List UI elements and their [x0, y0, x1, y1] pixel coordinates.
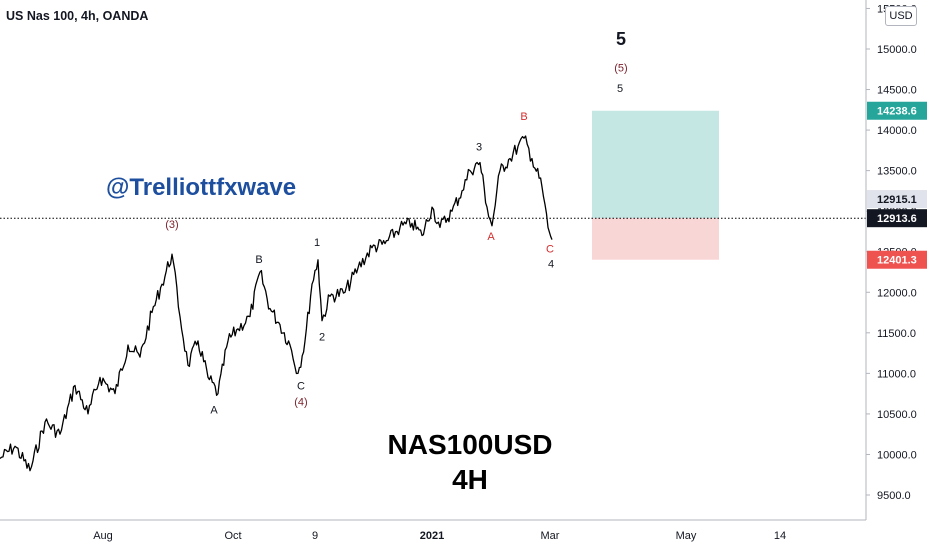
current-price-badge	[867, 209, 927, 228]
time-tick-label: Oct	[224, 530, 241, 542]
wave-label: (3)	[165, 219, 178, 231]
wave-label: 4	[548, 259, 554, 271]
wave-label: 2	[319, 332, 325, 344]
price-tick-label: 11000.0	[877, 368, 916, 380]
time-tick-label: Mar	[541, 530, 560, 542]
time-tick-label: Aug	[93, 530, 113, 542]
wave-label: (4)	[294, 396, 307, 408]
price-tick-label: 11500.0	[877, 328, 916, 340]
price-tick-label: 13500.0	[877, 166, 917, 178]
watermark-text: @Trelliottfxwave	[106, 174, 297, 201]
time-tick-label: 9	[312, 530, 318, 542]
price-tick-label: 14000.0	[877, 125, 917, 137]
time-tick-label: 2021	[420, 530, 444, 542]
target-price-badge	[867, 101, 927, 120]
wave-label: 1	[314, 237, 320, 249]
stop-zone	[592, 218, 719, 260]
wave-labels: (3) A B C (4) 1 2 3 A B C 4 5 (5) 5	[165, 29, 627, 417]
current-price-badge-label: 12913.6	[877, 213, 917, 225]
stop-price-badge	[867, 250, 927, 269]
target-price-badge-label: 14238.6	[877, 106, 917, 118]
time-axis[interactable]: Aug Oct 9 2021 Mar May 14	[93, 530, 786, 542]
position-zones[interactable]	[592, 110, 719, 260]
wave-label: 5	[617, 83, 623, 95]
symbol-title[interactable]: US Nas 100, 4h, OANDA	[6, 9, 149, 23]
time-tick-label: 14	[774, 530, 786, 542]
wave-label: C	[546, 244, 554, 256]
time-tick-label: May	[676, 530, 697, 542]
target-zone	[592, 110, 719, 219]
stop-price-badge-label: 12401.3	[877, 255, 917, 267]
wave-label: A	[487, 231, 495, 243]
price-tick-label: 15000.0	[877, 44, 917, 56]
price-tick-label: 10000.0	[877, 449, 917, 461]
price-tick-label: 10500.0	[877, 409, 917, 421]
currency-button[interactable]: USD	[885, 6, 917, 26]
entry-price-badge-label: 12915.1	[877, 194, 917, 206]
wave-label: A	[210, 405, 218, 417]
price-badges: 14238.6 12915.1 12913.6 12401.3	[867, 101, 927, 269]
instrument-label: NAS100USD	[387, 429, 553, 460]
wave-label: B	[255, 254, 262, 266]
timeframe-label: 4H	[452, 464, 488, 495]
price-tick-label: 9500.0	[877, 490, 911, 502]
price-tick-label: 12000.0	[877, 287, 917, 299]
wave-label: 5	[616, 29, 626, 49]
price-series	[0, 135, 553, 472]
wave-label: B	[520, 111, 527, 123]
wave-label: (5)	[614, 63, 627, 75]
wave-label: 3	[476, 142, 482, 154]
price-tick-label: 14500.0	[877, 85, 917, 97]
price-line	[0, 135, 553, 472]
wave-label: C	[297, 380, 305, 392]
entry-price-badge	[867, 190, 927, 209]
